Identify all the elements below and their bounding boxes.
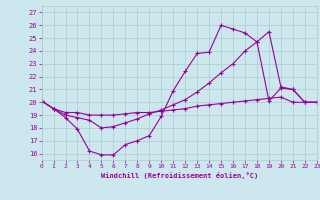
X-axis label: Windchill (Refroidissement éolien,°C): Windchill (Refroidissement éolien,°C) [100, 172, 258, 179]
